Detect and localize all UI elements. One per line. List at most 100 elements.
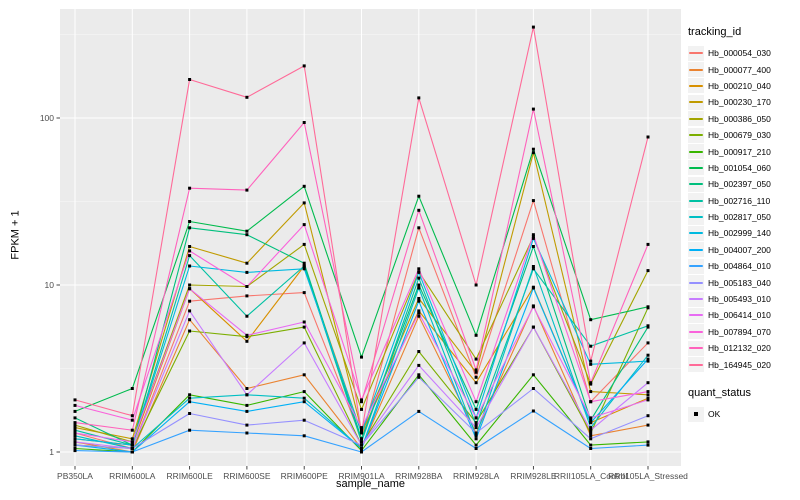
data-point [73,409,77,413]
data-point [646,423,650,427]
data-point [73,416,77,420]
data-point [188,283,192,287]
legend-key-line-icon [689,117,703,120]
legend-key [688,225,704,241]
data-point [589,381,593,385]
data-point [302,434,306,438]
data-point [188,428,192,432]
legend-entry: Hb_006414_010 [688,307,800,323]
data-point [302,121,306,124]
legend-key-line-icon [689,363,703,366]
data-point [130,414,134,418]
legend-key [688,324,704,340]
data-point [73,431,77,435]
data-point [73,449,77,453]
data-point [360,426,363,430]
data-point [188,393,192,397]
data-point [360,431,363,435]
data-point [474,283,478,287]
x-tick-label: RRIM901LA [338,471,385,481]
legend-entry: Hb_012132_020 [688,340,800,356]
legend-key [688,111,704,127]
data-point [474,381,478,385]
data-point [188,78,192,81]
data-point [302,418,306,422]
data-point [245,423,249,427]
data-point [245,387,249,390]
data-point [646,443,650,447]
data-point [589,443,593,447]
legend-key [688,160,704,176]
data-point [646,269,650,273]
data-point [188,318,192,322]
legend-key-line-icon [689,68,703,71]
data-point [474,370,478,374]
data-point [589,434,593,438]
legend-key [688,307,704,323]
legend-gap [688,373,800,387]
data-point [245,431,249,435]
data-point [417,409,421,413]
data-point [302,396,306,400]
x-tick-label: RRIM928LA [453,471,500,481]
data-point [188,287,192,291]
legend-key-line-icon [689,84,703,87]
x-tick-label: RRIM928BA [395,471,443,481]
data-point [417,297,421,300]
legend-key-line-icon [689,166,703,169]
legend-entry-label: Hb_002817_050 [708,212,771,223]
data-point [417,286,421,290]
data-point [531,235,535,239]
data-point [474,443,478,447]
data-point [646,359,650,363]
data-point [188,412,192,415]
data-point [531,199,535,203]
data-point [646,398,650,402]
legend-key-line-icon [689,298,703,301]
legend-key [688,291,704,307]
legend-key-line-icon [689,199,703,202]
data-point [188,309,192,313]
data-point [589,428,593,432]
data-point [73,440,77,444]
data-point [417,283,421,287]
legend-key-line-icon [689,330,703,333]
legend-title-tracking-id: tracking_id [688,26,742,38]
data-point [245,261,249,265]
data-point [589,344,593,348]
data-point [302,390,306,394]
legend-key-line-icon [689,134,703,137]
legend-entry-label: Hb_007894_070 [708,326,771,337]
data-point [245,285,249,288]
data-point [245,233,249,237]
data-point [589,447,593,450]
data-point [531,409,535,413]
data-point [474,421,478,425]
legend-key-line-icon [689,314,703,317]
legend-key [688,62,704,78]
data-point [245,409,249,413]
legend-entry-label: Hb_164945_020 [708,359,771,370]
legend-key-line-icon [689,183,703,186]
legend-key [688,127,704,143]
data-point [302,267,306,271]
data-point [73,447,77,450]
data-point [417,311,421,315]
data-point [474,333,478,337]
data-point [302,223,306,227]
data-point [130,440,134,444]
data-point [188,254,192,258]
data-point [646,135,650,139]
legend-entry: Hb_164945_020 [688,356,800,373]
data-point [531,151,535,155]
data-point [417,194,421,198]
legend-key [688,357,704,373]
data-point [474,407,478,411]
data-point [73,403,77,407]
x-tick-label: RRII105LA_Stressed [608,471,688,481]
data-point [531,305,535,309]
data-point [646,341,650,345]
legend-key [688,275,704,291]
legend-entry: Hb_000230_170 [688,94,800,110]
data-point [360,450,363,454]
